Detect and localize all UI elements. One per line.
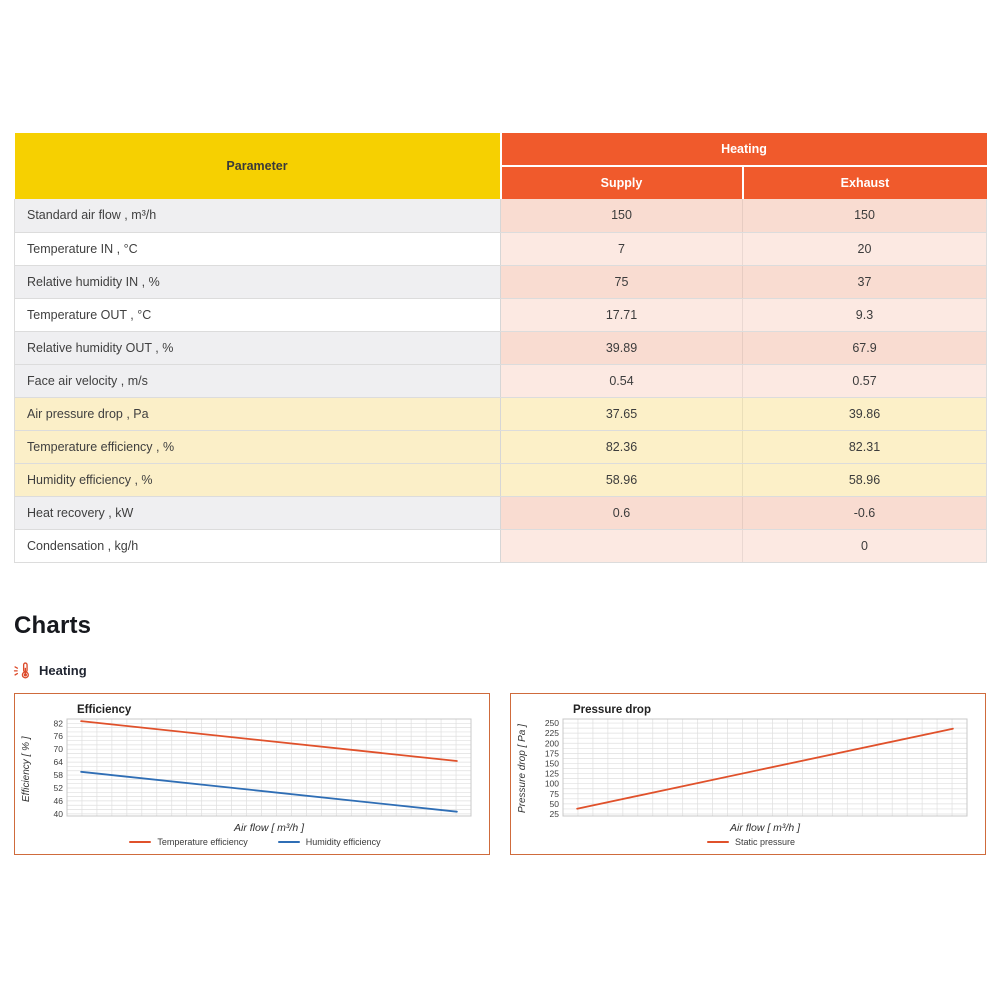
supply-value-cell: 39.89 <box>500 331 743 365</box>
parameter-name-cell: Air pressure drop , Pa <box>14 397 501 431</box>
exhaust-value-cell: 150 <box>742 199 987 233</box>
efficiency-y-axis-label: Efficiency [ % ] <box>21 736 32 802</box>
y-tick-label: 25 <box>550 809 560 819</box>
legend-label: Humidity efficiency <box>305 837 381 847</box>
y-tick-label: 225 <box>545 728 559 738</box>
parameter-name-cell: Face air velocity , m/s <box>14 364 501 398</box>
y-tick-label: 70 <box>54 744 64 754</box>
y-tick-label: 125 <box>545 769 559 779</box>
table-row: Humidity efficiency , % 58.96 58.96 <box>14 463 987 497</box>
efficiency-plot: 40 46 52 58 64 70 76 82 <box>54 718 472 819</box>
y-tick-label: 150 <box>545 758 559 768</box>
exhaust-value-cell: 20 <box>742 232 987 266</box>
table-row: Temperature IN , °C 7 20 <box>14 232 987 266</box>
y-tick-label: 58 <box>54 770 64 780</box>
pressure-drop-chart-card: Pressure drop Pressure drop [ Pa ] 25 50 7… <box>510 693 986 855</box>
exhaust-value-cell: -0.6 <box>742 496 987 530</box>
table-row: Relative humidity IN , % 75 37 <box>14 265 987 299</box>
efficiency-chart-legend: Temperature efficiency Humidity efficienc… <box>37 837 473 847</box>
pressure-drop-chart-legend: Static pressure <box>533 837 969 847</box>
y-tick-label: 50 <box>550 799 560 809</box>
table-row: Heat recovery , kW 0.6 -0.6 <box>14 496 987 530</box>
legend-swatch <box>129 840 152 844</box>
legend-entry: Temperature efficiency <box>129 837 248 847</box>
parameters-table: Parameter Heating Supply Exhaust Standar… <box>14 133 987 563</box>
parameter-name-cell: Temperature efficiency , % <box>14 430 501 464</box>
table-row: Temperature OUT , °C 17.71 9.3 <box>14 298 987 332</box>
parameter-name-cell: Standard air flow , m³/h <box>14 199 501 233</box>
supply-value-cell: 0.6 <box>500 496 743 530</box>
y-tick-label: 100 <box>545 779 559 789</box>
parameter-name-cell: Condensation , kg/h <box>14 529 501 563</box>
exhaust-value-cell: 9.3 <box>742 298 987 332</box>
table-row: Relative humidity OUT , % 39.89 67.9 <box>14 331 987 365</box>
y-tick-label: 46 <box>54 796 64 806</box>
efficiency-x-axis-label: Air flow [ m³/h ] <box>233 822 304 834</box>
exhaust-column-header: Exhaust <box>741 165 987 199</box>
y-tick-label: 40 <box>54 809 64 819</box>
charts-section-heading: Charts <box>14 612 92 639</box>
pressure-drop-chart-title: Pressure drop <box>573 704 651 716</box>
exhaust-value-cell: 58.96 <box>742 463 987 497</box>
y-tick-label: 52 <box>54 783 64 793</box>
heating-mode-text: Heating <box>39 663 87 678</box>
legend-swatch <box>706 840 729 844</box>
table-row: Standard air flow , m³/h 150 150 <box>14 199 987 233</box>
y-tick-label: 82 <box>54 718 64 728</box>
y-tick-label: 76 <box>54 731 64 741</box>
supply-value-cell: 0.54 <box>500 364 743 398</box>
supply-value-cell: 75 <box>500 265 743 299</box>
exhaust-value-cell: 67.9 <box>742 331 987 365</box>
parameter-name-cell: Humidity efficiency , % <box>14 463 501 497</box>
parameter-name-cell: Temperature IN , °C <box>14 232 501 266</box>
series-line <box>80 720 458 762</box>
table-row: Air pressure drop , Pa 37.65 39.86 <box>14 397 987 431</box>
efficiency-chart-title: Efficiency <box>77 704 132 716</box>
parameter-name-cell: Relative humidity IN , % <box>14 265 501 299</box>
y-tick-label: 64 <box>54 757 64 767</box>
supply-value-cell: 58.96 <box>500 463 743 497</box>
exhaust-value-cell: 0 <box>742 529 987 563</box>
pressure-drop-y-axis-label: Pressure drop [ Pa ] <box>517 724 528 814</box>
supply-value-cell <box>500 529 743 563</box>
y-tick-label: 175 <box>545 748 559 758</box>
exhaust-value-cell: 82.31 <box>742 430 987 464</box>
legend-label: Temperature efficiency <box>157 837 248 847</box>
parameter-name-cell: Temperature OUT , °C <box>14 298 501 332</box>
supply-value-cell: 82.36 <box>500 430 743 464</box>
parameter-name-cell: Heat recovery , kW <box>14 496 501 530</box>
supply-value-cell: 150 <box>500 199 743 233</box>
legend-entry: Static pressure <box>706 837 796 847</box>
exhaust-value-cell: 37 <box>742 265 987 299</box>
thermometer-icon <box>13 661 32 680</box>
supply-value-cell: 7 <box>500 232 743 266</box>
pressure-drop-x-axis-label: Air flow [ m³/h ] <box>729 822 800 834</box>
y-tick-label: 75 <box>550 789 560 799</box>
legend-entry: Humidity efficiency <box>277 837 381 847</box>
y-tick-label: 250 <box>545 718 559 728</box>
series-line <box>80 770 458 813</box>
parameter-name-cell: Relative humidity OUT , % <box>14 331 501 365</box>
supply-value-cell: 17.71 <box>500 298 743 332</box>
series-line <box>576 727 954 810</box>
supply-value-cell: 37.65 <box>500 397 743 431</box>
parameter-column-header: Parameter <box>14 133 501 199</box>
heating-group-header: Heating <box>499 133 987 166</box>
table-row: Face air velocity , m/s 0.54 0.57 <box>14 364 987 398</box>
legend-label: Static pressure <box>734 837 796 847</box>
exhaust-value-cell: 39.86 <box>742 397 987 431</box>
exhaust-value-cell: 0.57 <box>742 364 987 398</box>
y-tick-label: 200 <box>545 738 559 748</box>
legend-swatch <box>277 840 300 844</box>
efficiency-chart-card: Efficiency Efficiency [ % ] 40 46 52 58 64 70… <box>14 693 490 855</box>
supply-column-header: Supply <box>499 165 743 199</box>
heating-mode-label: Heating <box>13 661 87 680</box>
table-row: Condensation , kg/h 0 <box>14 529 987 563</box>
table-row: Temperature efficiency , % 82.36 82.31 <box>14 430 987 464</box>
